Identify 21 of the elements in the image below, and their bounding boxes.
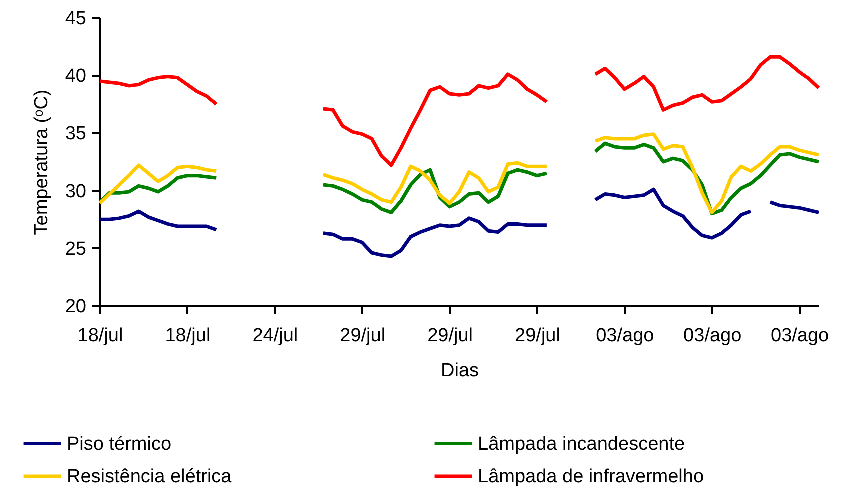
legend-label: Piso térmico	[67, 434, 172, 455]
x-axis-title: Dias	[440, 360, 480, 382]
y-tick-label: 40	[65, 66, 86, 88]
y-tick-label: 30	[65, 181, 86, 202]
x-tick-label: 03/ago	[596, 326, 654, 346]
y-axis-title: Temperatura (ᵒC)	[31, 90, 52, 236]
x-tick-label: 29/jul	[428, 326, 473, 346]
legend-label: Lâmpada de infravermelho	[478, 466, 704, 488]
y-tick-label: 45	[65, 8, 86, 30]
x-tick-label: 29/jul	[340, 326, 386, 346]
x-tick-label: 18/jul	[78, 326, 124, 346]
x-tick-label: 03/ago	[771, 326, 830, 346]
x-tick-label: 24/jul	[252, 326, 298, 346]
x-tick-label: 03/ago	[684, 326, 742, 346]
y-tick-label: 35	[65, 124, 86, 145]
legend-label: Lâmpada incandescente	[478, 434, 686, 455]
y-tick-label: 20	[65, 296, 86, 318]
x-tick-label: 18/jul	[165, 326, 211, 346]
y-tick-label: 25	[65, 238, 86, 260]
legend-label: Resistência elétrica	[67, 466, 232, 488]
x-tick-label: 29/jul	[515, 326, 560, 346]
